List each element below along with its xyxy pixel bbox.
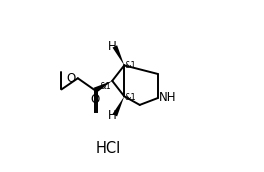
Polygon shape [94,81,112,93]
Text: HCl: HCl [95,141,121,156]
Text: O: O [66,72,75,85]
Text: H: H [108,109,117,122]
Text: &1: &1 [124,61,136,70]
Text: &1: &1 [100,82,111,90]
Polygon shape [112,45,124,65]
Text: H: H [108,40,117,53]
Polygon shape [112,96,124,116]
Text: NH: NH [159,91,177,104]
Text: &1: &1 [124,93,136,102]
Text: O: O [90,93,100,106]
